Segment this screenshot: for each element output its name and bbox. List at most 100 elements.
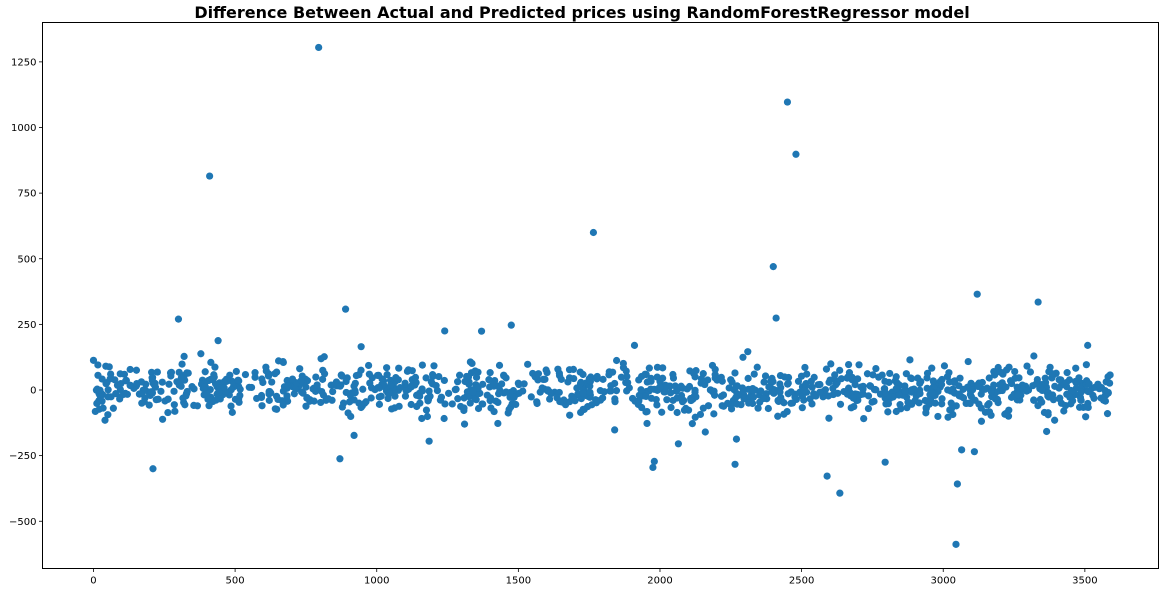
scatter-point — [350, 396, 358, 404]
scatter-point — [1090, 394, 1098, 402]
scatter-point — [365, 370, 373, 378]
scatter-point — [749, 393, 758, 401]
scatter-point — [836, 400, 845, 408]
scatter-point — [733, 400, 741, 408]
scatter-point — [271, 405, 279, 413]
scatter-point — [262, 363, 270, 371]
scatter-point — [996, 381, 1004, 389]
scatter-point — [663, 396, 671, 404]
scatter-point — [206, 172, 214, 180]
scatter-point — [164, 395, 172, 403]
scatter-point — [147, 388, 156, 396]
scatter-point — [798, 392, 806, 400]
scatter-point — [940, 362, 949, 370]
scatter-point — [440, 414, 448, 423]
scatter-point — [938, 395, 946, 403]
scatter-point — [844, 360, 853, 369]
scatter-point — [1055, 384, 1063, 392]
scatter-point — [922, 409, 930, 417]
scatter-point — [719, 391, 728, 399]
scatter-point — [490, 379, 499, 387]
scatter-point — [958, 446, 966, 454]
scatter-point — [117, 380, 125, 388]
scatter-point — [1083, 403, 1091, 411]
scatter-point — [268, 378, 276, 386]
scatter-point — [367, 394, 375, 402]
scatter-point — [205, 402, 213, 410]
scatter-point — [495, 361, 504, 369]
scatter-point — [329, 387, 337, 396]
scatter-point — [588, 401, 596, 409]
scatter-point — [298, 388, 306, 396]
scatter-point — [383, 371, 391, 379]
scatter-point — [854, 375, 862, 383]
scatter-point — [336, 455, 344, 463]
scatter-point — [212, 396, 220, 404]
scatter-point — [383, 364, 391, 372]
scatter-point — [612, 356, 621, 365]
scatter-point — [104, 386, 112, 394]
scatter-point — [678, 398, 687, 406]
scatter-point — [1099, 396, 1108, 404]
scatter-point — [834, 389, 842, 397]
scatter-point — [542, 366, 550, 374]
scatter-point — [1062, 379, 1071, 387]
scatter-point — [174, 315, 183, 323]
x-tick-label: 500 — [226, 576, 245, 587]
scatter-point — [234, 376, 242, 384]
scatter-point — [258, 375, 266, 383]
scatter-point — [745, 399, 753, 407]
scatter-point — [126, 365, 134, 374]
scatter-point — [555, 371, 564, 380]
scatter-point — [579, 389, 587, 397]
scatter-point — [375, 393, 383, 401]
scatter-point — [967, 393, 975, 401]
scatter-point — [404, 366, 413, 374]
scatter-point — [687, 396, 695, 405]
x-tick-label: 3500 — [1072, 576, 1097, 587]
scatter-point — [653, 363, 662, 371]
scatter-point — [612, 387, 621, 395]
scatter-point — [952, 540, 960, 548]
scatter-point — [757, 387, 765, 395]
scatter-point — [990, 371, 999, 379]
scatter-point — [869, 371, 877, 379]
scatter-point — [607, 387, 615, 395]
scatter-point — [647, 394, 656, 402]
x-tick-label: 0 — [90, 576, 96, 587]
scatter-point — [623, 372, 631, 380]
scatter-point — [487, 394, 495, 402]
scatter-point — [1103, 410, 1112, 418]
scatter-point — [149, 465, 157, 473]
scatter-point — [170, 387, 178, 395]
scatter-point — [232, 367, 240, 376]
scatter-point — [710, 410, 718, 418]
scatter-point — [182, 392, 190, 400]
scatter-point — [816, 388, 824, 396]
scatter-point — [754, 404, 762, 412]
scatter-point — [157, 387, 165, 395]
scatter-point — [89, 356, 98, 364]
scatter-point — [171, 407, 179, 415]
scatter-point — [822, 365, 831, 373]
scatter-point — [1043, 427, 1051, 436]
scatter-point — [884, 408, 892, 416]
scatter-point — [749, 386, 757, 394]
scatter-point — [1066, 393, 1074, 401]
scatter-point — [643, 419, 651, 428]
scatter-point — [456, 371, 464, 379]
scatter-point — [107, 370, 115, 378]
scatter-point — [460, 394, 468, 402]
scatter-point — [1014, 391, 1022, 399]
scatter-point — [359, 385, 367, 393]
scatter-point — [374, 371, 383, 379]
scatter-point — [827, 360, 835, 368]
scatter-point — [527, 393, 535, 401]
scatter-point — [227, 386, 235, 394]
scatter-point — [375, 384, 384, 392]
scatter-point — [435, 372, 443, 381]
scatter-point — [689, 369, 698, 377]
scatter-point — [303, 394, 311, 402]
scatter-point — [546, 388, 554, 396]
